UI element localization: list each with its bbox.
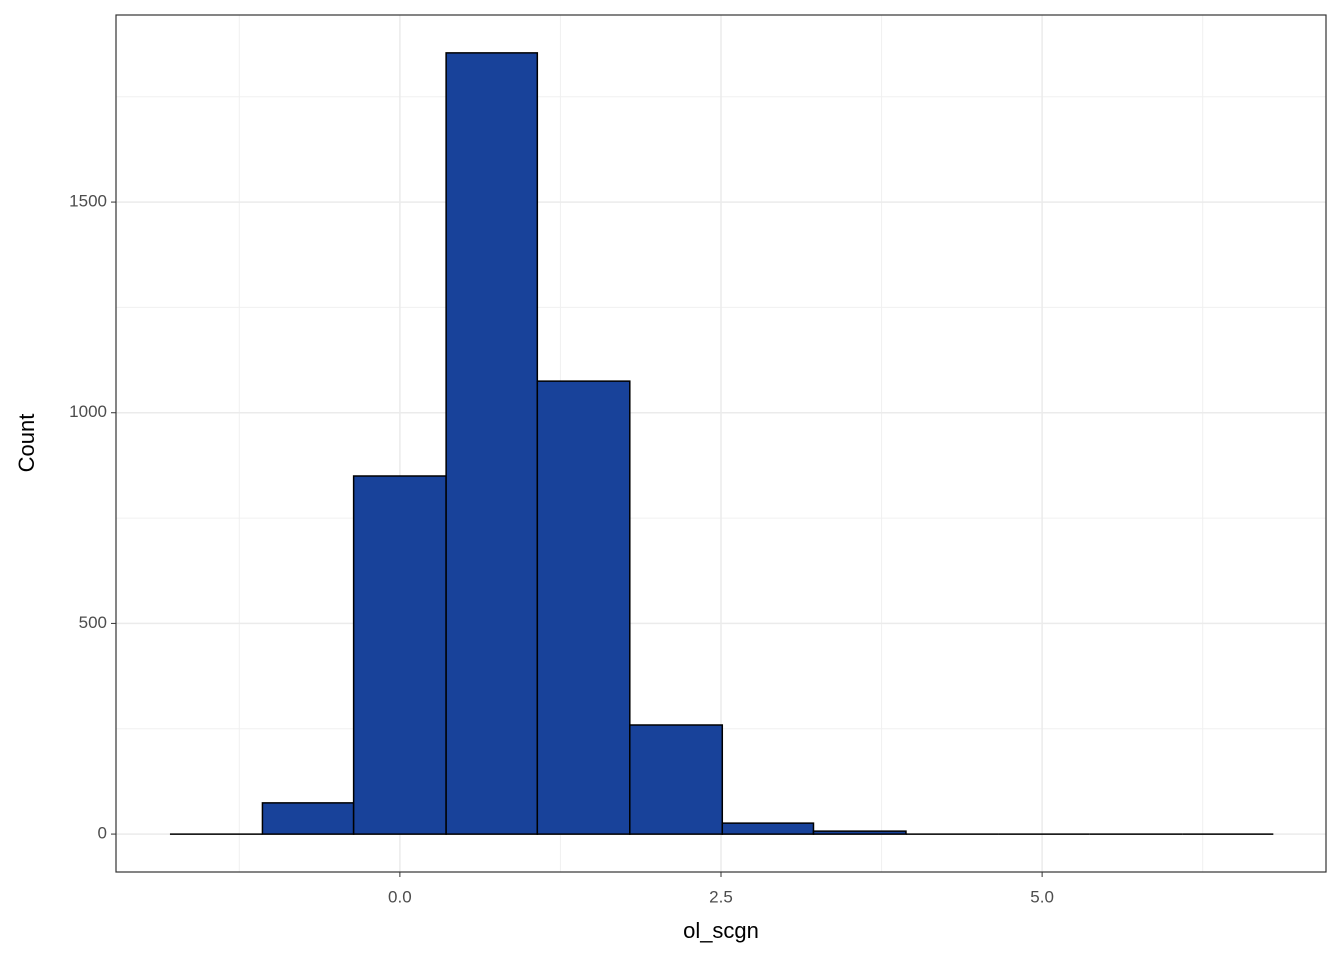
bar (445, 52, 539, 835)
y-tick-label: 1500 (69, 192, 107, 211)
panel-border (115, 14, 1327, 873)
x-axis-title: ol_scgn (683, 918, 759, 943)
bar (629, 724, 724, 835)
x-tick-label: 2.5 (709, 887, 733, 906)
y-tick-label: 0 (98, 824, 107, 843)
y-tick-label: 1000 (69, 402, 107, 421)
y-tick-label: 500 (79, 613, 107, 632)
y-axis-title: Count (14, 414, 39, 473)
bar (261, 802, 355, 835)
bar (352, 475, 447, 835)
x-tick-label: 5.0 (1030, 887, 1054, 906)
bar (721, 822, 815, 835)
bar (536, 380, 631, 835)
bar (812, 830, 907, 835)
x-tick-label: 0.0 (388, 887, 412, 906)
